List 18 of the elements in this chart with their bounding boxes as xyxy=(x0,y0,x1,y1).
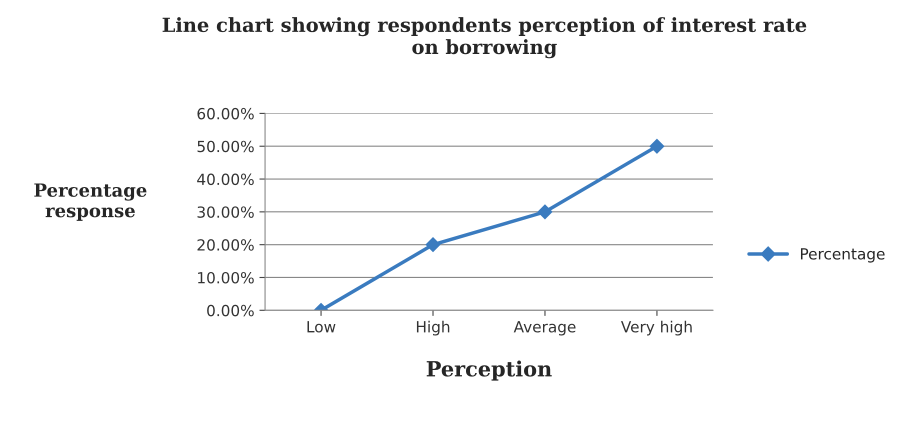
y-tick-label: 50.00% xyxy=(198,140,254,152)
x-tick-label: High xyxy=(416,320,450,336)
legend-label: Percentage xyxy=(800,248,885,263)
x-tick-label: Average xyxy=(514,321,576,336)
y-tick-label: 60.00% xyxy=(197,108,254,120)
x-axis-title: Perception xyxy=(426,360,552,381)
y-tick-label: 0.00% xyxy=(207,304,254,316)
chart-title: Line chart showing respondents perception of interest rate on borrowing xyxy=(162,17,806,58)
y-tick-label: 30.00% xyxy=(198,206,254,218)
y-axis-title: Percentage response xyxy=(34,183,147,221)
point xyxy=(426,237,440,252)
point xyxy=(538,204,552,220)
y-tick-label: 40.00% xyxy=(197,174,254,186)
y-tick-label: 20.00% xyxy=(198,239,254,251)
y-tick-label: 10.00% xyxy=(198,272,254,284)
x-tick-label: Very high xyxy=(620,320,692,336)
point xyxy=(650,138,664,154)
x-tick-label: Low xyxy=(308,321,336,333)
